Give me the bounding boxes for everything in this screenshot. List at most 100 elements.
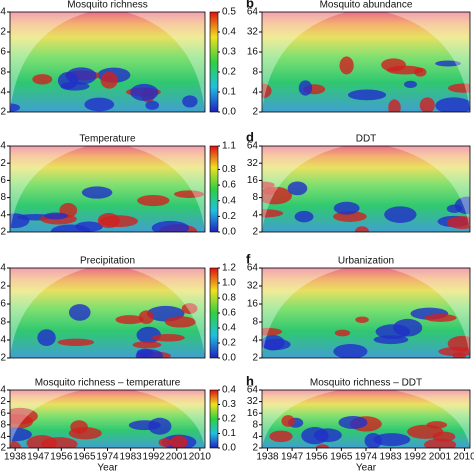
y-tick-label: 32	[247, 27, 259, 38]
panel-title: Precipitation	[80, 256, 135, 267]
power-blob	[386, 65, 424, 75]
y-tick-label: 4	[0, 209, 6, 220]
colorbar-tick-label: 0.4	[222, 323, 236, 334]
panel: Urbanization f 2 4 8 16 32 64	[246, 251, 471, 364]
colorbar-tick-label: 0.0	[222, 353, 236, 364]
colorbar-tick-label: 0.1	[222, 428, 236, 439]
colorbar-tick-label: 0.2	[222, 67, 236, 78]
panel-letter: h	[246, 373, 254, 388]
power-blob	[294, 210, 314, 223]
power-blob	[10, 103, 21, 112]
x-tick-label: 2010	[189, 452, 212, 463]
y-tick-label: 16	[0, 175, 6, 186]
panel-title: Mosquito richness	[67, 0, 148, 11]
cone-of-influence	[262, 268, 470, 358]
power-blob	[281, 415, 295, 427]
power-blob	[355, 316, 369, 323]
panel-title: Urbanization	[338, 256, 394, 267]
colorbar-tick-label: 0.8	[222, 164, 236, 175]
y-tick-label: 64	[0, 141, 6, 152]
y-tick-label: 4	[252, 87, 258, 98]
cone-of-influence	[262, 390, 470, 448]
power-blob	[404, 80, 417, 89]
power-blob	[373, 433, 411, 447]
colorbar-tick-label: 0.4	[222, 27, 236, 38]
heatmap	[262, 268, 470, 358]
panel-title: DDT	[356, 134, 377, 145]
power-blob	[364, 433, 382, 448]
y-tick-label: 32	[0, 281, 6, 292]
power-blob	[100, 71, 118, 89]
power-blob	[135, 349, 164, 358]
heatmap	[10, 390, 205, 448]
power-blob	[435, 60, 461, 67]
panel: Mosquito richness – temperature 248163264…	[0, 378, 236, 474]
power-blob	[164, 316, 196, 328]
x-tick-label: 1956	[306, 452, 329, 463]
y-tick-label: 4	[0, 335, 6, 346]
power-blob	[262, 186, 293, 205]
colorbar-tick-label: 0.5	[222, 7, 236, 18]
power-blob	[424, 313, 457, 322]
power-blob	[181, 303, 198, 314]
colorbar-tick-label: 0.4	[222, 195, 236, 206]
y-tick-label: 64	[0, 263, 6, 274]
panel-title: Mosquito richness – temperature	[35, 378, 181, 389]
colorbar-tick-label: 0.6	[222, 308, 236, 319]
colorbar-tick-label: 0.0	[222, 227, 236, 238]
y-tick-label: 16	[247, 175, 259, 186]
power-blob	[137, 195, 170, 207]
colorbar-tick-label: 0.3	[222, 47, 236, 58]
colorbar-tick-label: 1.1	[222, 141, 236, 152]
power-blob	[393, 318, 423, 337]
power-blob	[384, 206, 417, 223]
heatmap	[10, 12, 205, 112]
colorbar-tick-label: 0.0	[222, 443, 236, 454]
power-blob	[68, 427, 102, 440]
cone-of-influence	[10, 390, 205, 448]
x-tick-label: 1947	[27, 452, 50, 463]
x-tick-label: 2001	[166, 452, 189, 463]
y-tick-label: 2	[0, 107, 6, 118]
power-blob	[130, 83, 159, 101]
power-blob	[315, 444, 329, 448]
plot-frame	[261, 11, 471, 113]
power-blob	[347, 89, 387, 101]
panel-title: Mosquito abundance	[320, 0, 413, 11]
x-tick-label: 1938	[4, 452, 27, 463]
power-blob	[158, 438, 172, 447]
plot-frame	[9, 11, 206, 113]
y-tick-label: 8	[252, 192, 258, 203]
cone-of-influence	[10, 146, 205, 232]
power-blob	[151, 220, 190, 232]
power-blob	[338, 416, 368, 429]
y-tick-label: 2	[0, 353, 6, 364]
x-tick-label: 1956	[50, 452, 73, 463]
y-tick-label: 8	[252, 67, 258, 78]
power-blob	[97, 213, 120, 229]
power-blob	[419, 97, 435, 112]
y-tick-label: 8	[0, 317, 6, 328]
cone-of-influence	[262, 146, 470, 232]
power-blob	[333, 201, 360, 215]
x-tick-label: 2001	[429, 452, 452, 463]
y-tick-label: 2	[252, 227, 258, 238]
y-tick-label: 2	[0, 443, 6, 454]
x-tick-label: 1938	[256, 452, 279, 463]
power-blob	[423, 438, 457, 448]
y-tick-label: 64	[247, 7, 259, 18]
colorbar-tick-label: 0.1	[222, 87, 236, 98]
power-blob	[333, 344, 368, 358]
power-blob	[298, 80, 313, 96]
x-tick-label: 1965	[73, 452, 96, 463]
panel: Mosquito abundance b 2 4 8 16 32 64	[246, 0, 471, 118]
power-blob	[182, 95, 198, 108]
colorbar-tick-label: 0.2	[222, 338, 236, 349]
power-blob	[60, 81, 90, 91]
colorbar	[209, 389, 219, 449]
y-tick-label: 64	[0, 385, 6, 396]
heatmap	[262, 146, 470, 232]
heatmap	[262, 12, 470, 112]
plot-frame	[261, 145, 471, 233]
panel-letter: d	[246, 129, 254, 144]
